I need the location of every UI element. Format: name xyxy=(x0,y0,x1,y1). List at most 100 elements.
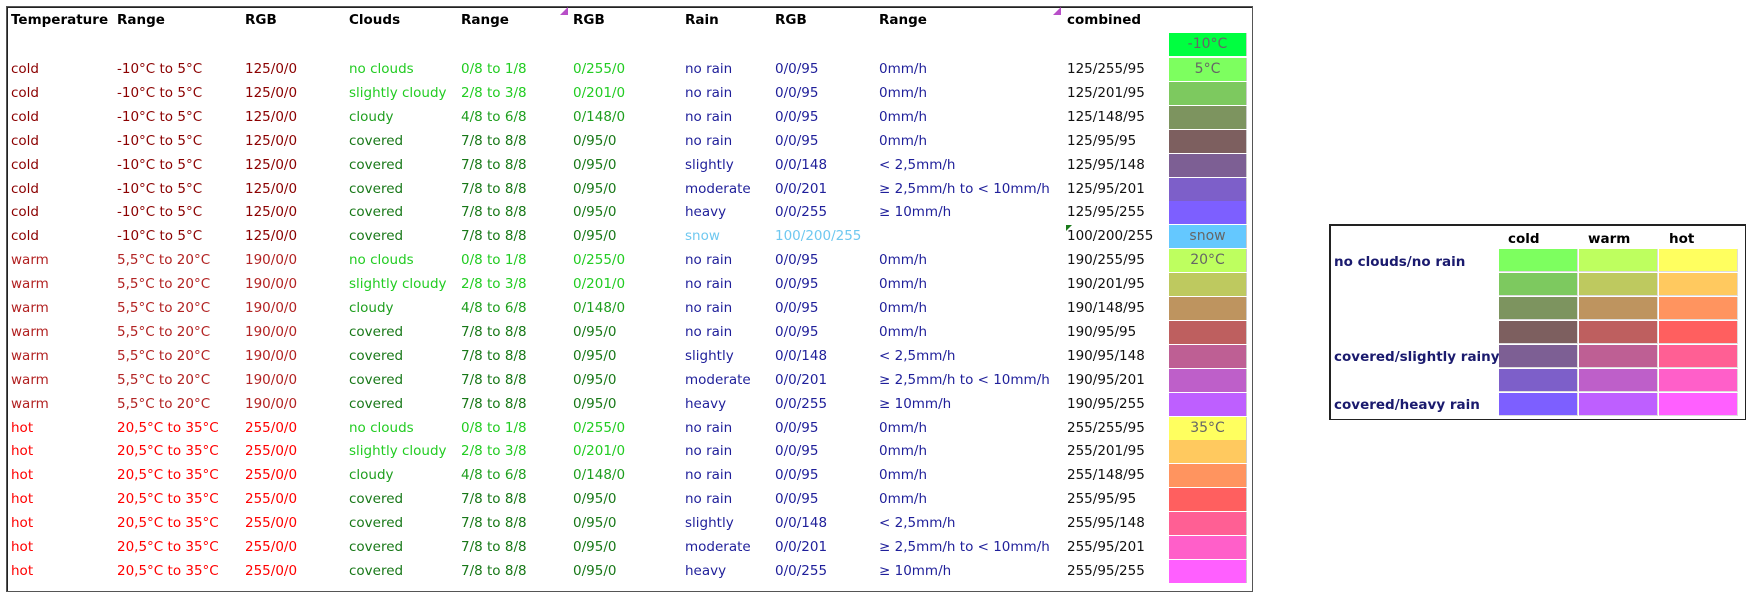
cell-clouds-rgb: 0/95/0 xyxy=(573,132,617,149)
cell-rain-range: ≥ 10mm/h xyxy=(879,395,952,412)
cell-temperature-rgb: 125/0/0 xyxy=(245,180,298,197)
cell-combined: 190/95/148 xyxy=(1067,347,1145,364)
legend-swatch xyxy=(1579,369,1658,392)
cell-temperature-range: 5,5°C to 20°C xyxy=(117,395,211,412)
legend-row-no-clouds: no clouds/no rain xyxy=(1334,254,1466,270)
color-swatch xyxy=(1169,273,1247,297)
cell-rain-rgb: 0/0/95 xyxy=(775,132,819,149)
cell-clouds-range: 7/8 to 8/8 xyxy=(461,515,527,532)
cell-temperature: hot xyxy=(11,562,34,579)
cell-clouds-rgb: 0/95/0 xyxy=(573,371,617,388)
cell-temperature: warm xyxy=(11,323,49,340)
cell-rain-rgb: 0/0/95 xyxy=(775,300,819,316)
cell-combined: 255/95/95 xyxy=(1067,491,1137,508)
cell-temperature: warm xyxy=(11,371,49,388)
color-swatch xyxy=(1169,559,1247,583)
cell-rain: no rain xyxy=(685,132,733,149)
header-combined: combined xyxy=(1067,12,1142,28)
cell-clouds-range: 7/8 to 8/8 xyxy=(461,347,527,364)
cell-clouds-rgb: 0/201/0 xyxy=(573,84,626,101)
cell-combined: 190/148/95 xyxy=(1067,300,1145,316)
cell-temperature-range: -10°C to 5°C xyxy=(117,61,203,77)
cell-clouds-rgb: 0/95/0 xyxy=(573,562,617,579)
cell-rain-range: ≥ 10mm/h xyxy=(879,562,952,579)
cell-temperature-range: -10°C to 5°C xyxy=(117,180,203,197)
swatch-label: 5°C xyxy=(1194,61,1221,77)
cell-clouds-range: 2/8 to 3/8 xyxy=(461,443,527,460)
cell-clouds: covered xyxy=(349,562,404,579)
cell-rain-rgb: 0/0/95 xyxy=(775,108,819,125)
cell-temperature-rgb: 255/0/0 xyxy=(245,562,298,579)
cell-rain-rgb: 0/0/201 xyxy=(775,539,828,555)
legend-swatch xyxy=(1499,249,1578,272)
cell-rain-range: 0mm/h xyxy=(879,61,927,77)
legend-swatch xyxy=(1659,249,1738,272)
cell-clouds-range: 4/8 to 6/8 xyxy=(461,108,527,125)
comment-marker[interactable] xyxy=(1066,225,1072,231)
header-rain: Rain xyxy=(685,12,719,28)
cell-temperature-range: 5,5°C to 20°C xyxy=(117,371,211,388)
cell-clouds-rgb: 0/255/0 xyxy=(573,419,626,436)
cell-temperature-range: 20,5°C to 35°C xyxy=(117,491,219,508)
cell-clouds-range: 7/8 to 8/8 xyxy=(461,204,527,221)
cell-temperature-rgb: 190/0/0 xyxy=(245,395,298,412)
cell-clouds: covered xyxy=(349,323,404,340)
cell-temperature-rgb: 125/0/0 xyxy=(245,61,298,77)
cell-clouds-rgb: 0/148/0 xyxy=(573,467,626,484)
cell-temperature: cold xyxy=(11,204,40,221)
cell-clouds-range: 7/8 to 8/8 xyxy=(461,323,527,340)
cell-temperature: hot xyxy=(11,443,34,460)
cell-combined: 125/148/95 xyxy=(1067,108,1145,125)
comment-marker[interactable] xyxy=(1053,7,1061,15)
cell-clouds-range: 7/8 to 8/8 xyxy=(461,562,527,579)
cell-temperature-range: 20,5°C to 35°C xyxy=(117,539,219,555)
cell-rain-range: 0mm/h xyxy=(879,276,927,293)
cell-rain: no rain xyxy=(685,491,733,508)
header-temperature: Temperature xyxy=(11,12,109,28)
cell-temperature: hot xyxy=(11,419,34,436)
cell-temperature: cold xyxy=(11,108,40,125)
cell-clouds-rgb: 0/255/0 xyxy=(573,252,626,269)
color-swatch xyxy=(1169,536,1247,559)
cell-rain-range: ≥ 10mm/h xyxy=(879,204,952,221)
cell-temperature-rgb: 125/0/0 xyxy=(245,228,298,245)
cell-rain-range: 0mm/h xyxy=(879,132,927,149)
color-swatch xyxy=(1169,368,1247,392)
cell-clouds-rgb: 0/95/0 xyxy=(573,180,617,197)
cell-clouds: covered xyxy=(349,539,404,555)
cell-clouds: slightly cloudy xyxy=(349,276,447,293)
header-rain-range: Range xyxy=(879,12,927,28)
cell-temperature: warm xyxy=(11,347,49,364)
cell-clouds-rgb: 0/95/0 xyxy=(573,515,617,532)
cell-temperature-rgb: 190/0/0 xyxy=(245,347,298,364)
cell-rain-range: < 2,5mm/h xyxy=(879,347,956,364)
cell-temperature: cold xyxy=(11,61,40,77)
legend-swatch xyxy=(1499,321,1578,344)
cell-rain-range: ≥ 2,5mm/h to < 10mm/h xyxy=(879,371,1050,388)
header-clouds-rgb: RGB xyxy=(573,12,605,28)
comment-marker[interactable] xyxy=(560,7,568,15)
cell-rain-rgb: 0/0/95 xyxy=(775,323,819,340)
cell-temperature-rgb: 190/0/0 xyxy=(245,252,298,269)
cell-clouds: covered xyxy=(349,228,404,245)
color-swatch xyxy=(1169,177,1247,201)
cell-clouds-range: 7/8 to 8/8 xyxy=(461,156,527,173)
cell-rain-range: ≥ 2,5mm/h to < 10mm/h xyxy=(879,539,1050,555)
cell-rain-rgb: 0/0/95 xyxy=(775,491,819,508)
cell-temperature: hot xyxy=(11,491,34,508)
color-swatch xyxy=(1169,320,1247,344)
cell-temperature-range: -10°C to 5°C xyxy=(117,228,203,245)
cell-rain-rgb: 0/0/95 xyxy=(775,419,819,436)
color-swatch: 20°C xyxy=(1169,249,1247,273)
cell-rain: no rain xyxy=(685,252,733,269)
cell-temperature-range: 20,5°C to 35°C xyxy=(117,419,219,436)
cell-clouds-rgb: 0/201/0 xyxy=(573,276,626,293)
cell-clouds: covered xyxy=(349,180,404,197)
cell-rain-rgb: 0/0/95 xyxy=(775,276,819,293)
color-swatch-header: -10°C xyxy=(1169,33,1247,56)
swatch-label: -10°C xyxy=(1187,36,1228,52)
cell-combined: 190/255/95 xyxy=(1067,252,1145,269)
cell-temperature-range: -10°C to 5°C xyxy=(117,84,203,101)
color-swatch: 5°C xyxy=(1169,58,1247,81)
cell-temperature-rgb: 190/0/0 xyxy=(245,323,298,340)
